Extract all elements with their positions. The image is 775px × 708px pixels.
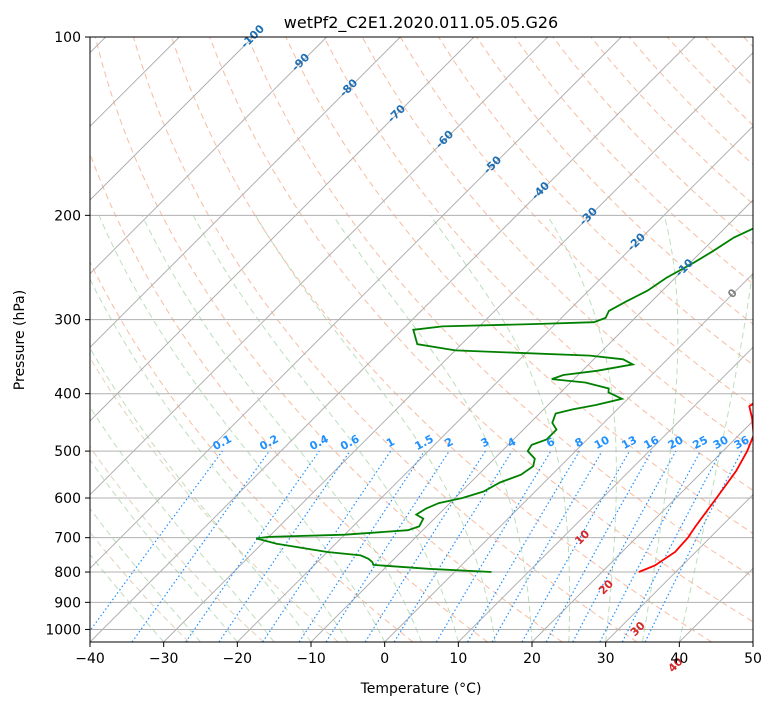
dry-adiabat [90,260,414,642]
moist-adiabat [546,215,617,642]
mixing-ratio-line [90,450,223,632]
moist-adiabat [642,215,679,642]
mixing-ratio-label: 25 [690,433,710,452]
dry-adiabat [323,37,753,491]
isotherm [90,37,696,642]
moist-adiabat [98,215,386,642]
moist-adiabat [90,459,238,642]
dry-adiabat [209,37,753,623]
x-tick-label: 50 [744,651,762,667]
y-tick-label: 1000 [45,622,81,638]
isotherm [90,37,401,349]
x-tick-label: 30 [597,651,615,667]
x-tick-label: 40 [670,651,688,667]
isotherm [90,37,622,570]
y-tick-label: 600 [54,491,81,507]
y-tick-label: 100 [54,30,81,46]
y-tick-label: 900 [54,595,81,611]
moist-adiabat [141,215,422,642]
x-tick-label: −20 [223,651,253,667]
dry-adiabat [90,446,264,642]
mixing-ratio-line [298,450,425,642]
x-axis-title: Temperature (°C) [360,681,482,697]
y-axis-title: Pressure (hPa) [12,290,28,390]
background-lines [90,37,753,642]
mixing-ratio-line [572,450,677,642]
isotherm [605,493,753,642]
x-tick-label: 20 [523,651,541,667]
x-tick-label: 0 [380,651,389,667]
moist-adiabat [90,347,312,642]
mixing-ratio-label: 36 [732,433,752,452]
y-tick-label: 700 [54,531,81,547]
dewpoint-line [255,227,753,573]
moist-adiabat [332,215,533,642]
dry-adiabat [171,37,712,642]
isotherm [310,199,753,642]
mixing-ratio-line [393,450,513,642]
isotherm [457,346,753,642]
moist-adiabat [678,263,753,642]
dry-adiabat [247,37,753,578]
dry-adiabat [285,37,753,535]
mixing-ratio-line [218,450,351,642]
data-series [255,227,753,573]
dry-adiabat [94,37,563,642]
y-tick-label: 400 [54,387,81,403]
x-axis: −40 −30 −20 −10 0 10 20 30 40 50 [75,642,762,667]
mixing-ratio-label: 16 [642,433,662,452]
isotherm [384,272,753,642]
moist-adiabat [429,215,571,642]
mixing-ratio-line [545,450,653,642]
mixing-ratio-label: 10 [592,433,612,452]
chart-title: wetPf2_C2E1.2020.011.05.05.G26 [284,13,558,33]
dry-adiabat [476,37,753,325]
x-tick-label: −30 [149,651,179,667]
isotherm [531,420,753,642]
y-tick-label: 300 [54,313,81,329]
y-tick-label: 500 [54,444,81,460]
mixing-ratio-line [325,450,450,642]
isotherm [90,37,328,275]
mixing-ratio-label: 20 [666,433,686,452]
mixing-ratio-label: 13 [619,433,639,452]
dry-adiabat [132,37,638,642]
mixing-ratio-line [131,450,270,642]
isotherm [90,37,549,496]
temperature-line [638,402,753,573]
mixing-ratio-line [521,450,631,642]
dry-adiabat [514,37,753,285]
y-axis: 100 200 300 400 500 600 700 800 900 1000 [45,30,90,638]
mixing-ratio-line [262,450,392,642]
isotherm [236,125,753,642]
moist-adiabat [90,406,275,642]
x-tick-label: −40 [75,651,105,667]
mixing-ratio-label: 30 [711,433,731,452]
y-tick-label: 800 [54,565,81,581]
isotherm [90,37,475,422]
plot-frame [89,36,754,643]
x-tick-label: 10 [449,651,467,667]
moist-adiabat [192,215,459,642]
isotherm [90,37,254,201]
mixing-ratio-line [185,450,320,642]
y-tick-label: 200 [54,208,81,224]
x-tick-label: −10 [296,651,326,667]
dry-adiabat [90,356,339,642]
